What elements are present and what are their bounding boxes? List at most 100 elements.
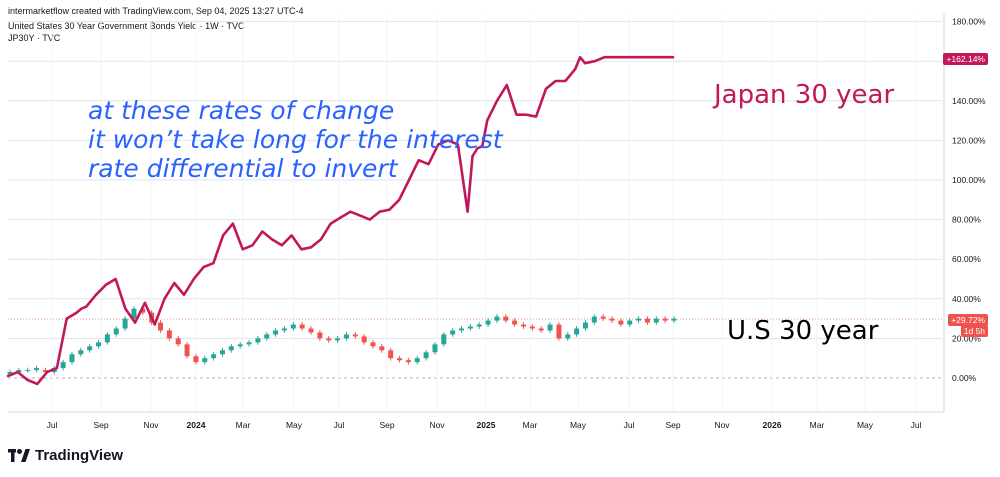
- us-countdown-tag: 1d 5h: [960, 325, 988, 337]
- candle-body: [600, 316, 606, 319]
- annotation-line-3: rate differential to invert: [88, 154, 398, 183]
- y-tick-label: 180.00%: [952, 17, 986, 27]
- candle-body: [503, 316, 509, 321]
- candle-body: [432, 344, 438, 353]
- candle-body: [202, 358, 208, 363]
- x-tick-label: 2026: [763, 420, 782, 430]
- candle-body: [25, 370, 31, 372]
- candle-body: [653, 318, 659, 323]
- candle-body: [281, 328, 287, 331]
- candle-body: [627, 320, 633, 325]
- candle-body: [494, 316, 500, 321]
- y-tick-label: 40.00%: [952, 294, 981, 304]
- candle-body: [459, 328, 465, 331]
- candle-body: [308, 328, 314, 333]
- created-by-line: intermarketflow created with TradingView…: [8, 6, 304, 16]
- candle-body: [644, 318, 650, 323]
- y-tick-label: 80.00%: [952, 215, 981, 225]
- compare-symbol[interactable]: JP30Y · TVC: [8, 33, 61, 43]
- candle-body: [538, 328, 544, 331]
- candle-body: [326, 338, 332, 341]
- symbol-title[interactable]: United States 30 Year Government Bonds Y…: [8, 21, 245, 31]
- candle-body: [193, 356, 199, 363]
- candle-body: [441, 334, 447, 345]
- candle-body: [299, 324, 305, 329]
- y-tick-label: 140.00%: [952, 96, 986, 106]
- candle-body: [104, 334, 110, 343]
- candle-body: [78, 350, 84, 355]
- candle-body: [485, 320, 491, 325]
- time-axis: Jul Sep Nov 2024 Mar May Jul Sep Nov 2025 Mar May Ju…: [47, 420, 922, 430]
- x-tick-label: 2025: [477, 420, 496, 430]
- candle-body: [264, 334, 270, 339]
- tradingview-wordmark: TradingView: [35, 447, 124, 464]
- candle-body: [7, 372, 13, 375]
- candle-body: [140, 308, 146, 313]
- x-tick-label: Nov: [429, 420, 445, 430]
- candle-body: [556, 324, 562, 339]
- candle-body: [529, 326, 535, 329]
- annotation-line-1: at these rates of change: [88, 96, 395, 125]
- annotation-line-2: it won’t take long for the interest: [88, 125, 503, 154]
- candle-body: [450, 330, 456, 335]
- candle-body: [520, 324, 526, 327]
- candle-body: [175, 338, 181, 345]
- candle-body: [388, 350, 394, 359]
- candle-body: [87, 346, 93, 351]
- candle-body: [574, 328, 580, 335]
- us30y-candles: [7, 306, 677, 377]
- candle-body: [219, 350, 225, 355]
- candle-body: [166, 330, 172, 339]
- x-tick-label: Jul: [334, 420, 345, 430]
- annotation-text: at these rates of change it won’t take l…: [88, 96, 503, 183]
- candle-body: [609, 318, 615, 321]
- candle-body: [671, 318, 677, 321]
- japan-price-tag: +162.14%: [943, 53, 988, 65]
- candle-body: [467, 326, 473, 329]
- candle-body: [582, 322, 588, 329]
- jp30y-line-path: [6, 55, 675, 386]
- candle-body: [69, 354, 75, 363]
- x-tick-label: Jul: [47, 420, 58, 430]
- gridlines: [8, 14, 945, 413]
- candle-body: [211, 354, 217, 359]
- candle-body: [16, 370, 22, 373]
- japan-label: Japan 30 year: [714, 80, 895, 110]
- candle-body: [370, 342, 376, 347]
- tradingview-logo[interactable]: TradingView: [8, 447, 123, 464]
- candle-body: [512, 320, 518, 325]
- y-tick-label: 60.00%: [952, 254, 981, 264]
- candle-body: [405, 360, 411, 363]
- x-tick-label: May: [286, 420, 303, 430]
- candle-body: [343, 334, 349, 339]
- candle-body: [42, 370, 48, 373]
- candle-body: [591, 316, 597, 323]
- candle-body: [565, 334, 571, 339]
- candle-body: [273, 330, 279, 335]
- candle-body: [96, 342, 102, 347]
- candle-body: [618, 320, 624, 325]
- candle-body: [379, 346, 385, 351]
- y-tick-label: 0.00%: [952, 373, 977, 383]
- y-tick-label: 100.00%: [952, 175, 986, 185]
- candle-body: [547, 324, 553, 331]
- us-price-tag: +29.72%: [948, 314, 988, 326]
- candle-body: [636, 318, 642, 321]
- candle-body: [476, 324, 482, 327]
- y-tick-label: 120.00%: [952, 135, 986, 145]
- x-tick-label: Nov: [714, 420, 730, 430]
- candle-body: [335, 338, 341, 341]
- x-tick-label: Mar: [810, 420, 825, 430]
- x-tick-label: Sep: [379, 420, 394, 430]
- candle-body: [158, 322, 164, 331]
- x-tick-label: May: [857, 420, 874, 430]
- x-tick-label: Sep: [665, 420, 680, 430]
- candle-body: [397, 358, 403, 361]
- x-tick-label: 2024: [187, 420, 206, 430]
- candle-body: [113, 328, 119, 335]
- candle-body: [122, 318, 128, 329]
- x-tick-label: Sep: [93, 420, 108, 430]
- candle-body: [60, 362, 66, 369]
- x-tick-label: May: [570, 420, 587, 430]
